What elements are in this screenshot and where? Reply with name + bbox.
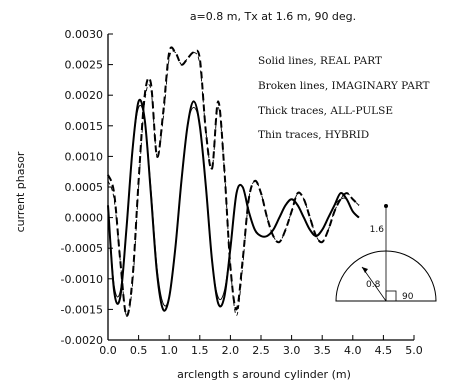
legend-entry-imaginary: Broken lines, IMAGINARY PART — [258, 80, 430, 92]
y-tick-label: -0.0015 — [61, 303, 103, 316]
y-tick-label: -0.0020 — [61, 334, 103, 347]
x-tick-label: 4.0 — [344, 344, 362, 357]
inset-geometry-diagram: 1.6 0.8 90 — [335, 204, 437, 302]
y-tick-label: 0.0020 — [65, 89, 104, 102]
x-tick-label: 2.5 — [252, 344, 270, 357]
legend-entry-hybrid: Thin traces, HYBRID — [258, 129, 369, 141]
series-line-dashed-thin — [107, 50, 360, 317]
y-tick-label: -0.0005 — [61, 242, 103, 255]
y-tick-label: 0.0005 — [65, 181, 104, 194]
series-line-dashed-thick — [107, 46, 360, 317]
y-tick-label: -0.0010 — [61, 273, 103, 286]
x-ticks: 0.0 0.5 1.0 1.5 2.0 2.5 3.0 3.5 4.0 4.5 5.0 — [99, 335, 423, 357]
inset-radius-label: 0.8 — [366, 280, 381, 290]
inset-height-label: 1.6 — [370, 225, 385, 235]
inset-transmitter-dot — [384, 204, 388, 208]
legend-entry-real: Solid lines, REAL PART — [258, 55, 382, 67]
inset-angle-label: 90 — [402, 292, 414, 302]
x-tick-label: 0.0 — [99, 344, 117, 357]
y-ticks: -0.0020 -0.0015 -0.0010 -0.0005 0.0000 0.0005… — [61, 28, 113, 347]
inset-right-angle-mark — [385, 290, 397, 302]
x-tick-label: 2.0 — [222, 344, 240, 357]
inset-radius-arrow — [361, 266, 387, 302]
legend-entry-all-pulse: Thick traces, ALL-PULSE — [258, 105, 393, 117]
chart-title: a=0.8 m, Tx at 1.6 m, 90 deg. — [190, 10, 356, 23]
y-tick-label: 0.0015 — [65, 120, 104, 133]
y-tick-label: 0.0010 — [65, 150, 104, 163]
y-axis-label: current phasor — [14, 151, 27, 232]
x-tick-label: 5.0 — [405, 344, 423, 357]
x-tick-label: 0.5 — [130, 344, 148, 357]
y-tick-label: 0.0030 — [65, 28, 104, 41]
legend: Solid lines, REAL PART Broken lines, IMA… — [258, 55, 430, 141]
inset-half-cylinder — [335, 250, 437, 302]
x-tick-label: 4.5 — [375, 344, 393, 357]
x-tick-label: 3.0 — [283, 344, 301, 357]
x-tick-label: 1.5 — [191, 344, 209, 357]
x-axis-label: arclength s around cylinder (m) — [177, 368, 351, 381]
x-tick-label: 1.0 — [160, 344, 178, 357]
x-tick-label: 3.5 — [313, 344, 331, 357]
y-tick-label: 0.0025 — [65, 59, 104, 72]
inset-arrow-head — [362, 267, 368, 273]
series-layer — [107, 46, 360, 317]
y-tick-label: 0.0000 — [65, 212, 104, 225]
